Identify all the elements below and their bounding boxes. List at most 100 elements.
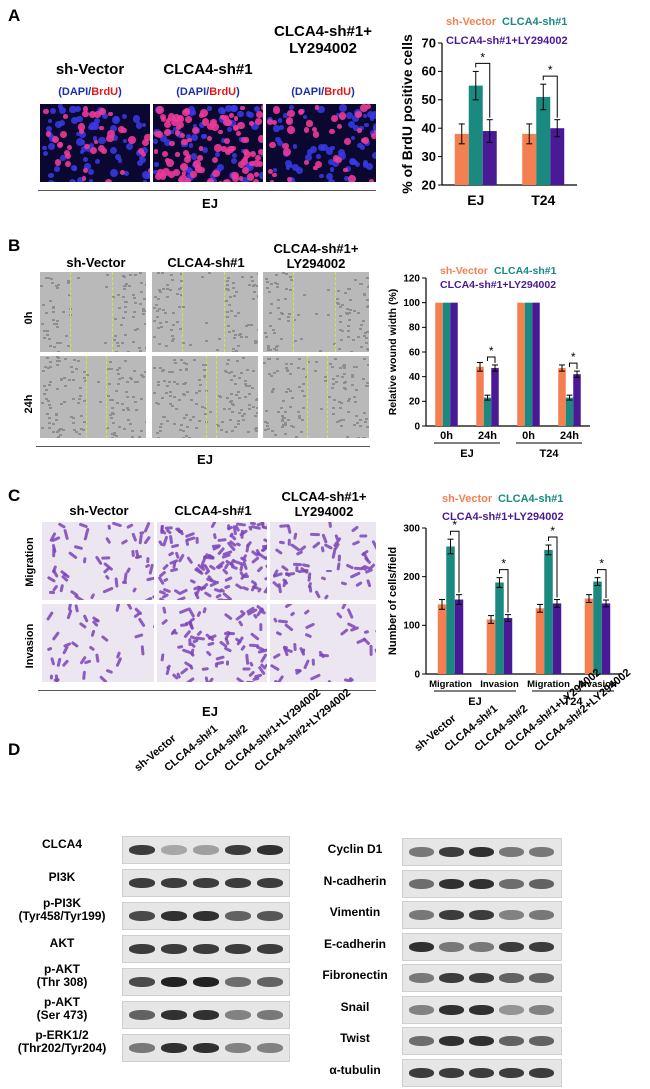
significance-bracket (542, 75, 558, 118)
y-tick-label: 20 (422, 177, 436, 192)
panel-a-label: A (8, 6, 21, 25)
c-divider (38, 690, 376, 691)
blot-band (409, 973, 434, 983)
legend-sh-vector: sh-Vector (440, 265, 488, 277)
blot-band (193, 977, 219, 987)
blot-band (529, 910, 554, 920)
significance-bracket (597, 569, 607, 599)
blot-strip (122, 968, 290, 996)
bar (558, 368, 566, 426)
blot-band (257, 878, 283, 888)
transwell-image-clca4-sh1-invasion (157, 604, 267, 682)
wound-image-clca4-ly-0h (263, 272, 369, 352)
y-tick-label: 30 (422, 149, 436, 164)
significance-mark: * (550, 524, 555, 538)
blot-band (409, 941, 434, 952)
blot-strip (122, 869, 290, 897)
stain-slash: / (206, 86, 210, 98)
blot-band (161, 1010, 187, 1020)
blot-band (225, 1043, 251, 1053)
bar (446, 546, 455, 674)
b-title-clca4-ly: CLCA4-sh#1+ LY294002 (273, 241, 359, 271)
a-title-clca4-ly: CLCA4-sh#1+ LY294002 (274, 23, 372, 57)
blot-band (529, 1004, 554, 1015)
bar (486, 619, 496, 674)
blot-band (529, 941, 554, 952)
blot-band (499, 1004, 524, 1015)
a-stain-label-1: (DAPI/BrdU) (40, 86, 140, 98)
blot-band (499, 878, 524, 889)
c-row-migration: Migration (24, 537, 36, 587)
chart-wound-width: sh-Vector CLCA4-sh#1 CLCA4-sh#1+LY294002 0 2… (387, 265, 590, 460)
blot-band (469, 973, 494, 983)
blot-band (499, 847, 524, 857)
b-divider (36, 446, 370, 447)
blot-strip (122, 935, 290, 963)
transwell-image-clca4-ly-migration (270, 522, 376, 600)
x-category-label: T24 (531, 192, 555, 208)
bar (532, 302, 540, 426)
a-stain-label-2: (DAPI/BrdU) (152, 86, 264, 98)
blot-band (529, 847, 554, 857)
significance-mark: * (480, 50, 485, 64)
stain-slash: / (88, 86, 92, 98)
blot-band (129, 878, 155, 888)
legend-sh-vector: sh-Vector (446, 16, 497, 28)
blot-band (129, 845, 155, 855)
blot-strip (402, 901, 562, 929)
x-group-label: T24 (564, 696, 584, 708)
blot-band (529, 878, 554, 889)
blot-band (193, 878, 219, 888)
stain-close: ) (351, 86, 355, 98)
x-subcategory-label: Invasion (578, 679, 617, 690)
wound-image-clca4-ly-24h (263, 356, 369, 438)
blot-band (439, 973, 464, 983)
brdu-label: BrdU (91, 86, 119, 98)
bar (468, 85, 483, 185)
blot-strip (402, 869, 562, 898)
transwell-image-sh-vector-invasion (42, 604, 154, 682)
stain-open: ( (58, 86, 62, 98)
stain-open: ( (176, 86, 180, 98)
blot-band (439, 941, 464, 952)
blot-band (409, 1004, 434, 1015)
x-subcategory-label: 24h (478, 430, 497, 442)
significance-mark: * (452, 518, 457, 532)
blot-strip (402, 995, 562, 1024)
y-tick-label: 40 (409, 372, 421, 383)
legend-clca4-ly: CLCA4-sh#1+LY294002 (446, 35, 568, 47)
bar (491, 368, 499, 426)
a-title-clca4-sh1: CLCA4-sh#1 (163, 61, 253, 78)
bar (535, 608, 545, 674)
wound-image-sh-vector-24h (40, 356, 146, 438)
x-subcategory-label: Invasion (480, 679, 519, 690)
blot-band (409, 1067, 434, 1078)
blot-band (469, 1004, 494, 1015)
blot-band (409, 847, 434, 857)
y-tick-label: 60 (422, 64, 436, 79)
blot-band (469, 941, 494, 952)
blot-band (193, 845, 219, 855)
bar (482, 131, 497, 185)
y-tick-label: 300 (403, 523, 420, 534)
bar (435, 302, 443, 426)
x-category-label: EJ (467, 192, 484, 208)
y-tick-label: 80 (409, 323, 421, 334)
blot-label: E-cadherin (323, 936, 386, 951)
blot-band (225, 1010, 251, 1020)
transwell-image-clca4-sh1-migration (157, 522, 267, 600)
blot-band (161, 878, 187, 888)
blot-band (439, 878, 464, 889)
x-subcategory-label: Migration (429, 679, 472, 690)
blot-strip (122, 1034, 290, 1062)
a-divider (38, 190, 376, 191)
blot-band (469, 1067, 494, 1078)
chart-brdu-positive: sh-Vector CLCA4-sh#1 CLCA4-sh#1+LY294002 20… (399, 16, 577, 208)
blot-label: Cyclin D1 (327, 842, 383, 856)
significance-mark: * (599, 557, 604, 571)
panel-d-label: D (8, 740, 21, 759)
c-title-clca4-sh1: CLCA4-sh#1 (174, 503, 252, 518)
y-tick-label: 100 (403, 298, 420, 309)
c-title-sh-vector: sh-Vector (69, 503, 129, 518)
panel-c-label: C (8, 486, 21, 505)
